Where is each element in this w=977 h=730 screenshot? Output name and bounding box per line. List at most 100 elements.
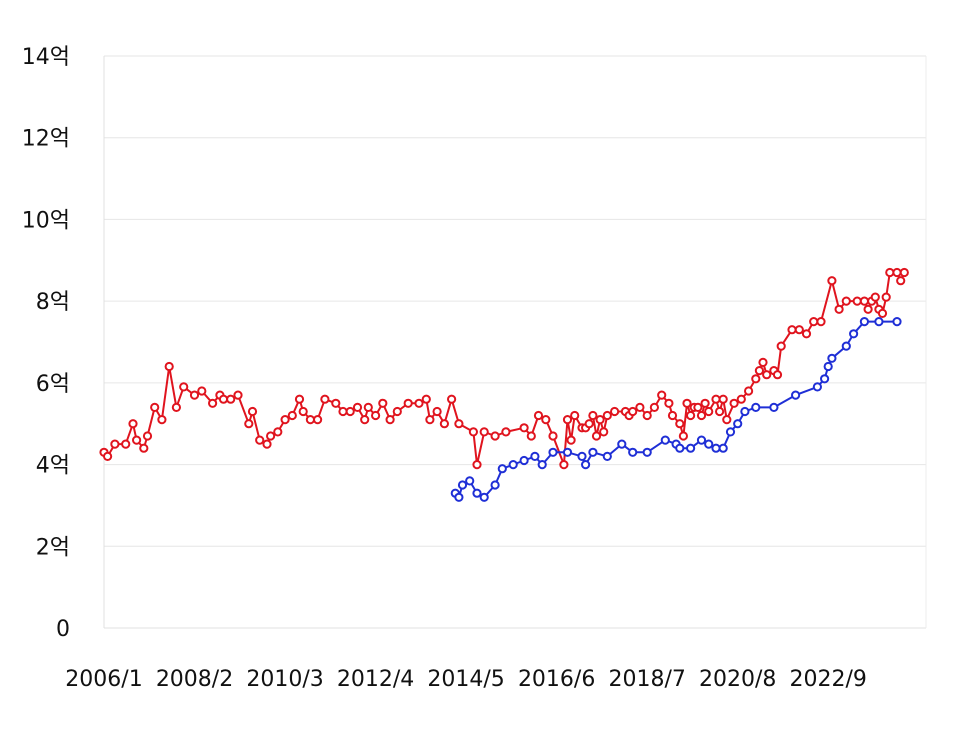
data-point xyxy=(744,386,754,396)
data-point xyxy=(642,447,652,457)
data-point xyxy=(754,366,765,376)
data-point xyxy=(584,419,594,429)
data-point xyxy=(157,415,167,425)
data-point xyxy=(649,402,660,412)
data-point xyxy=(657,390,667,400)
data-point xyxy=(628,447,638,457)
data-point xyxy=(628,406,638,417)
data-point xyxy=(548,447,558,457)
data-point xyxy=(454,419,464,429)
data-point xyxy=(678,431,689,441)
x-tick-label: 2022/9 xyxy=(790,667,867,692)
data-point xyxy=(617,439,627,449)
data-point xyxy=(718,443,728,453)
data-point xyxy=(519,423,529,433)
data-point xyxy=(715,406,725,417)
data-point xyxy=(497,464,507,474)
data-point xyxy=(338,406,348,417)
x-tick-label: 2020/8 xyxy=(699,667,776,692)
data-point xyxy=(110,439,120,449)
y-tick-label: 2억 xyxy=(36,535,70,560)
data-point xyxy=(371,410,381,421)
data-point xyxy=(751,374,761,384)
data-point xyxy=(863,304,873,314)
data-point xyxy=(675,419,685,429)
data-point xyxy=(128,419,138,429)
data-point xyxy=(244,419,254,429)
data-point xyxy=(827,276,837,286)
data-point xyxy=(537,460,547,470)
data-point xyxy=(103,451,113,461)
data-point xyxy=(287,410,297,421)
data-point xyxy=(591,431,602,441)
data-point xyxy=(233,390,243,400)
data-point xyxy=(294,394,305,404)
data-point xyxy=(385,415,395,425)
data-point xyxy=(266,431,276,441)
data-point xyxy=(247,406,258,417)
x-tick-label: 2018/7 xyxy=(608,667,685,692)
data-point xyxy=(490,480,500,490)
data-point xyxy=(849,329,859,339)
data-point xyxy=(776,341,786,351)
data-point xyxy=(378,398,388,408)
data-point xyxy=(834,304,844,314)
data-point xyxy=(686,410,696,421)
data-point xyxy=(736,394,746,404)
y-tick-label: 6억 xyxy=(36,372,70,397)
data-point xyxy=(751,402,761,412)
data-point xyxy=(635,402,645,412)
data-point xyxy=(447,394,457,404)
data-point xyxy=(255,435,265,445)
data-point xyxy=(816,317,826,327)
data-point xyxy=(457,480,468,490)
data-point xyxy=(425,415,435,425)
data-point xyxy=(273,427,283,437)
data-point xyxy=(530,451,540,461)
data-point xyxy=(711,443,721,453)
data-point xyxy=(675,443,685,453)
data-point xyxy=(501,427,511,437)
data-point xyxy=(345,406,355,417)
data-point xyxy=(602,410,612,421)
data-point xyxy=(218,394,229,404)
y-tick-label: 0 xyxy=(56,617,70,642)
data-point xyxy=(189,390,200,400)
data-point xyxy=(686,443,696,453)
data-point xyxy=(508,460,518,470)
x-axis-ticks: 2006/1 2008/2 2010/3 2012/4 2014/5 2016/6 2018… xyxy=(65,667,867,692)
data-point xyxy=(722,415,732,425)
series-line-2 xyxy=(454,320,897,499)
data-point xyxy=(610,406,620,417)
data-point xyxy=(171,402,181,412)
data-point xyxy=(899,267,909,278)
data-point xyxy=(729,398,739,408)
data-point xyxy=(562,447,573,457)
data-point xyxy=(139,443,149,453)
data-point xyxy=(599,427,609,437)
data-point xyxy=(827,353,837,363)
data-point xyxy=(841,341,851,351)
data-point xyxy=(262,439,272,449)
data-point xyxy=(360,415,370,425)
x-tick-label: 2006/1 xyxy=(65,667,142,692)
data-point xyxy=(704,439,714,449)
data-point xyxy=(823,361,833,372)
y-tick-label: 8억 xyxy=(36,290,70,315)
data-point xyxy=(740,406,750,417)
data-point xyxy=(588,447,598,457)
data-point xyxy=(562,415,573,425)
data-point xyxy=(421,394,431,404)
data-point xyxy=(769,402,779,412)
data-point xyxy=(208,398,218,408)
y-axis-ticks: 0 2억 4억 6억 8억 10억 12억 14억 xyxy=(22,45,70,642)
y-tick-label: 12억 xyxy=(22,127,70,152)
data-point xyxy=(664,398,674,408)
data-point xyxy=(682,398,692,408)
data-point xyxy=(870,292,880,302)
x-tick-label: 2012/4 xyxy=(337,667,414,692)
data-point xyxy=(588,410,598,421)
data-point xyxy=(472,488,482,498)
data-point xyxy=(313,415,323,425)
data-point xyxy=(892,267,902,278)
